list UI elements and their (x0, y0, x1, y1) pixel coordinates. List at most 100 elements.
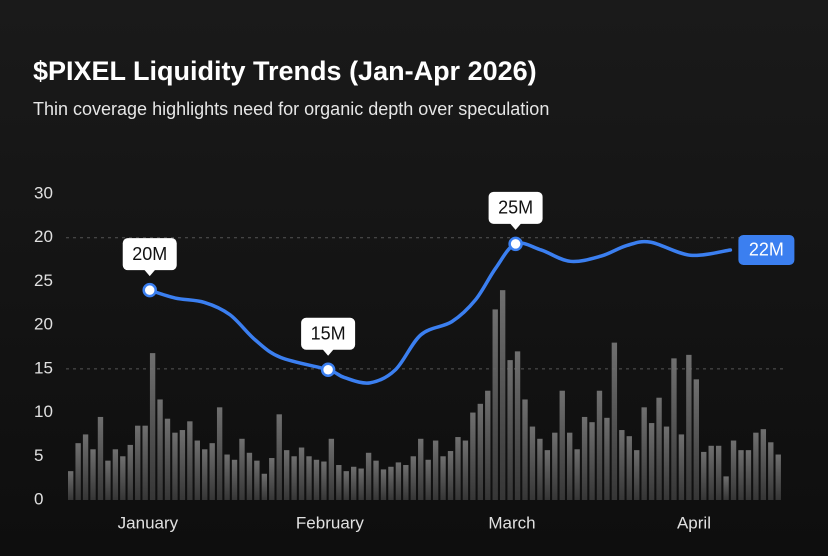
volume-bar (604, 417, 610, 500)
volume-bar (559, 390, 565, 500)
annotation-box (488, 191, 543, 224)
volume-bar (90, 449, 96, 500)
volume-bar (634, 450, 640, 500)
volume-bar (581, 416, 588, 500)
annotation-pointer (322, 348, 335, 356)
volume-bar (388, 466, 394, 500)
volume-bar (202, 449, 208, 500)
volume-bar (738, 450, 744, 500)
y-tick-label: 30 (34, 183, 53, 202)
volume-bar (701, 451, 707, 500)
volume-bar (187, 421, 193, 500)
annotation-pointer (509, 222, 522, 230)
volume-bar (745, 450, 752, 500)
volume-bar (224, 454, 230, 500)
volume-bar (321, 461, 327, 500)
chart-subtitle: Thin coverage highlights need for organi… (33, 99, 549, 119)
volume-bar (298, 447, 305, 500)
volume-bar (462, 440, 469, 500)
volume-bar (105, 460, 111, 500)
volume-bar (373, 460, 379, 500)
volume-bar (112, 449, 119, 500)
volume-bar (723, 476, 729, 500)
volume-bar (574, 449, 580, 500)
volume-bar (135, 425, 141, 500)
volume-bar (328, 438, 335, 500)
volume-bar (775, 454, 781, 500)
volume-bar (440, 456, 446, 500)
annotation-pointer (143, 269, 156, 277)
volume-bar (455, 437, 461, 500)
volume-bar (157, 399, 163, 500)
volume-bar (254, 460, 260, 500)
volume-bar (730, 440, 737, 500)
point (508, 236, 523, 252)
volume-bar (418, 438, 424, 500)
volume-bar (68, 471, 74, 500)
volume-bar (619, 430, 625, 500)
volume-bar (425, 459, 431, 500)
volume-bar (768, 442, 774, 500)
volume-bar (693, 379, 699, 500)
volume-bar (477, 403, 483, 500)
volume-bar (589, 422, 595, 500)
volume-bar (522, 399, 528, 500)
volume-bar (149, 353, 156, 500)
annotation: 25M (498, 198, 533, 218)
volume-bar (358, 468, 364, 500)
volume-bar (753, 432, 759, 500)
volume-bar (239, 438, 245, 500)
annotation: 20M (132, 244, 167, 264)
volume-bar (179, 430, 186, 500)
volume-bar (313, 459, 320, 500)
volume-bar (499, 290, 506, 500)
volume-bar (626, 436, 632, 500)
volume-bar (164, 418, 171, 500)
volume-bar (529, 426, 536, 500)
volume-bar (641, 407, 647, 500)
volume-bar (283, 450, 290, 500)
annotation-box (122, 238, 177, 271)
volume-bar (537, 438, 543, 500)
annotation-box (738, 234, 795, 265)
volume-bar (432, 440, 439, 500)
volume-bar (291, 456, 297, 500)
volume-bar (127, 444, 133, 500)
volume-bar (492, 309, 498, 500)
volume-bar (246, 452, 253, 500)
volume-bar (648, 423, 655, 500)
liquidity-line (147, 239, 733, 385)
x-tick-label: February (296, 513, 365, 532)
volume-bar (216, 407, 223, 500)
volume-bar (365, 452, 372, 500)
volume-bar (686, 354, 692, 500)
volume-bar (172, 432, 178, 500)
volume-bar (485, 390, 491, 500)
volume-bar (142, 425, 148, 500)
volume-bar (410, 456, 416, 500)
volume-bar (380, 469, 387, 500)
volume-bar (336, 465, 342, 500)
y-tick-label: 20 (34, 227, 53, 246)
volume-bar (276, 414, 282, 500)
volume-bar (715, 445, 722, 500)
volume-bar (663, 426, 670, 500)
volume-bar (82, 434, 89, 500)
volume-bar (470, 412, 476, 500)
volume-bar (507, 360, 513, 500)
volume-bar (261, 473, 268, 500)
volume-bar (760, 429, 767, 500)
volume-bar (120, 456, 126, 500)
chart-title: $PIXEL Liquidity Trends (Jan-Apr 2026) (33, 56, 537, 86)
y-tick-label: 15 (34, 358, 53, 377)
volume-bar (351, 466, 357, 500)
volume-bar (403, 465, 409, 500)
volume-bar (194, 440, 200, 500)
annotation: 15M (311, 323, 346, 343)
y-tick-label: 10 (34, 402, 53, 421)
x-tick-label: April (677, 513, 711, 532)
volume-bar (306, 456, 312, 500)
volume-bar (596, 390, 603, 500)
point (142, 282, 157, 298)
